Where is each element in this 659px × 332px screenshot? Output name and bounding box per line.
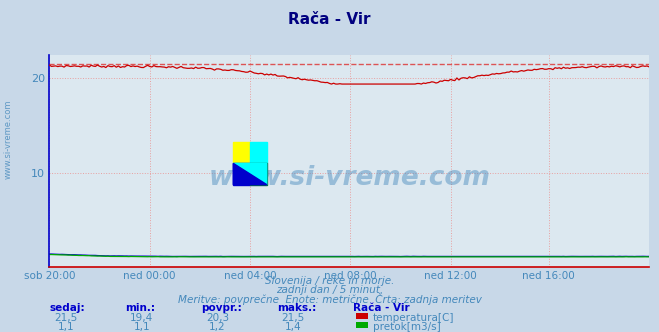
Bar (233, 163, 250, 185)
Text: sedaj:: sedaj: (49, 303, 85, 313)
Bar (250, 163, 267, 185)
Text: www.si-vreme.com: www.si-vreme.com (3, 100, 13, 179)
Text: 1,2: 1,2 (209, 322, 226, 332)
Text: 19,4: 19,4 (130, 313, 154, 323)
Bar (233, 142, 250, 163)
Text: 21,5: 21,5 (54, 313, 78, 323)
Polygon shape (233, 163, 267, 185)
Text: temperatura[C]: temperatura[C] (373, 313, 455, 323)
Text: min.:: min.: (125, 303, 156, 313)
Text: Slovenija / reke in morje.: Slovenija / reke in morje. (265, 276, 394, 286)
Text: Meritve: povprečne  Enote: metrične  Črta: zadnja meritev: Meritve: povprečne Enote: metrične Črta:… (177, 293, 482, 305)
Polygon shape (233, 163, 267, 185)
Text: povpr.:: povpr.: (201, 303, 242, 313)
Text: Rača - Vir: Rača - Vir (353, 303, 409, 313)
Text: www.si-vreme.com: www.si-vreme.com (208, 165, 490, 191)
Text: 20,3: 20,3 (206, 313, 229, 323)
Text: 21,5: 21,5 (281, 313, 305, 323)
Text: 1,1: 1,1 (133, 322, 150, 332)
Text: Rača - Vir: Rača - Vir (288, 12, 371, 27)
Text: zadnji dan / 5 minut.: zadnji dan / 5 minut. (276, 285, 383, 295)
Text: 1,4: 1,4 (285, 322, 302, 332)
Text: maks.:: maks.: (277, 303, 316, 313)
Bar (250, 142, 267, 163)
Text: 1,1: 1,1 (57, 322, 74, 332)
Text: pretok[m3/s]: pretok[m3/s] (373, 322, 441, 332)
